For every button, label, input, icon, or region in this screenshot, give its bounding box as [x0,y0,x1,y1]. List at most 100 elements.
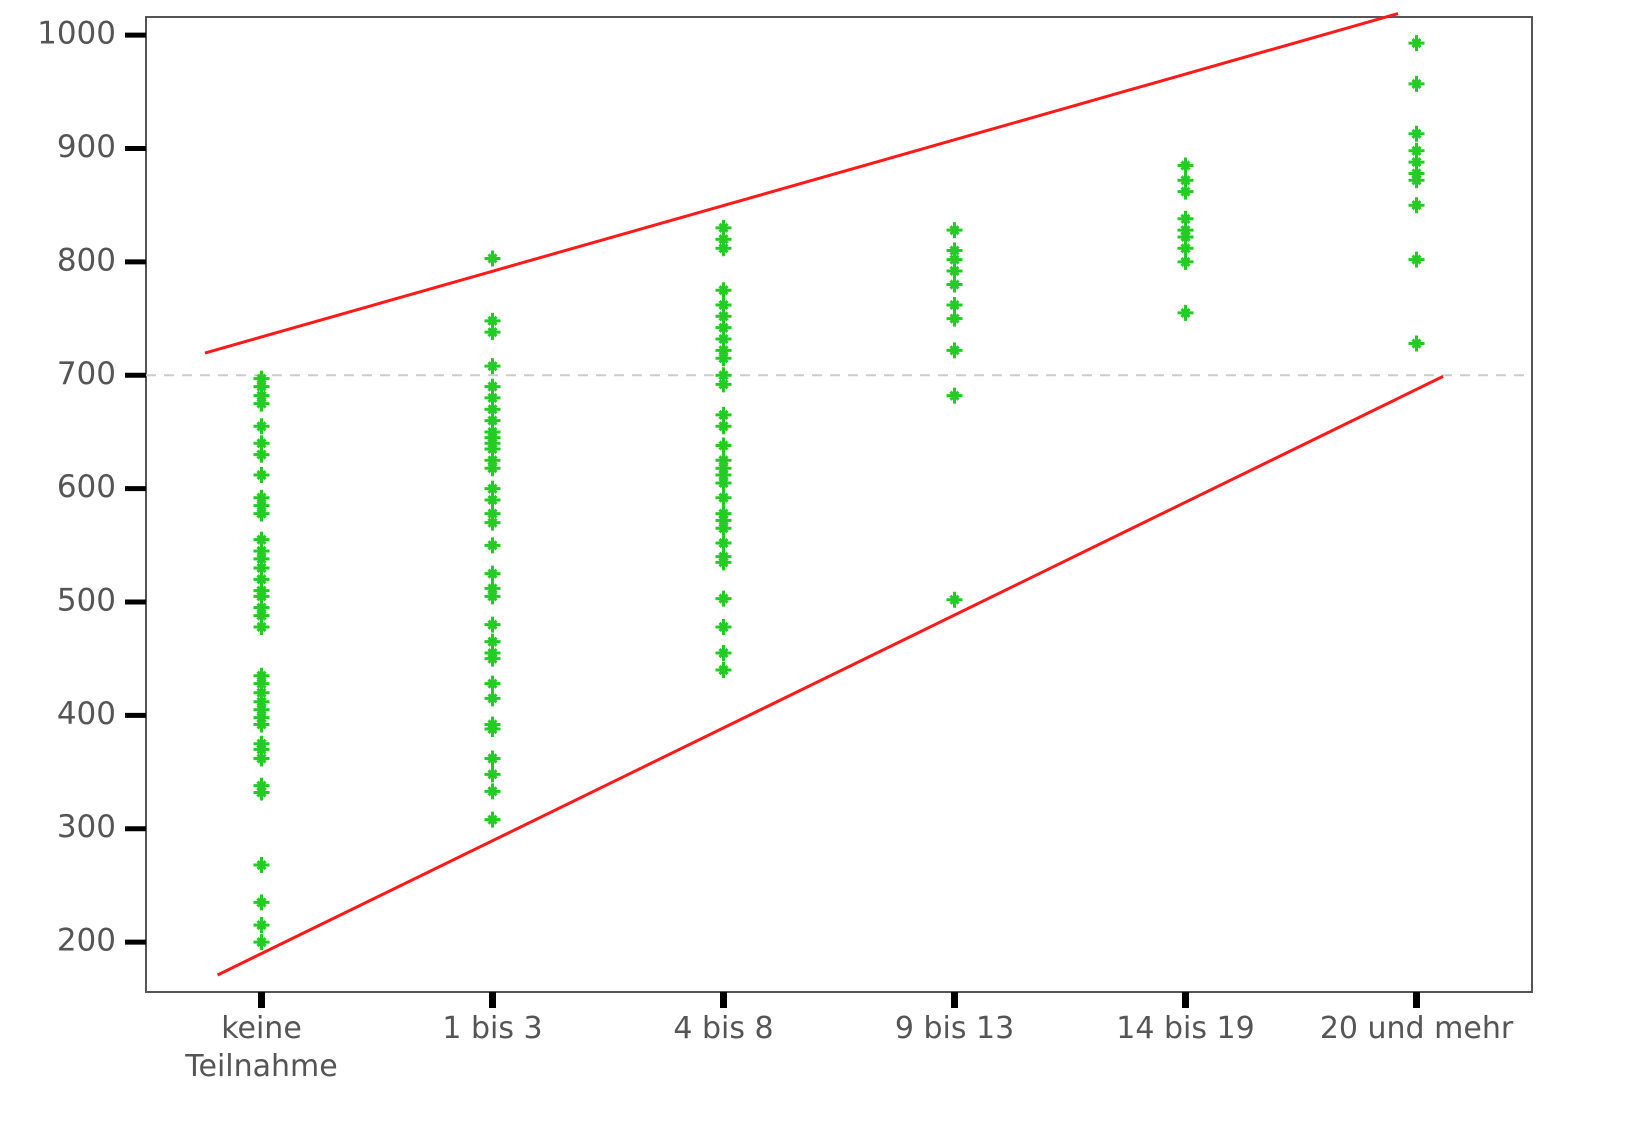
point [715,554,732,571]
point [253,505,270,522]
point [253,607,270,624]
point [253,675,270,692]
point [715,645,732,662]
point [715,219,732,236]
point [484,675,501,692]
trend-line [216,375,1444,977]
point [253,559,270,576]
point [1408,335,1425,352]
point [484,312,501,329]
y-tick-label: 400 [57,696,116,732]
point [253,418,270,435]
point [715,330,732,347]
point [715,231,732,248]
point [715,296,732,313]
point [484,440,501,457]
point [715,489,732,506]
point [484,783,501,800]
point [484,505,501,522]
point [484,491,501,508]
point [1408,142,1425,159]
y-tick-label: 800 [57,242,116,278]
point [253,531,270,548]
point [253,784,270,801]
y-tick-label: 1000 [37,16,116,52]
point [484,633,501,650]
point [1408,154,1425,171]
point [715,367,732,384]
point [1177,157,1194,174]
point [946,222,963,239]
point [1408,35,1425,52]
point [484,616,501,633]
point [484,565,501,582]
point [715,240,732,257]
point [253,894,270,911]
point [715,406,732,423]
point [253,550,270,567]
point [715,437,732,454]
point [484,690,501,707]
point [253,435,270,452]
x-tick-label: 4 bis 8 [673,1011,774,1046]
point [946,310,963,327]
point [1177,304,1194,321]
point [1177,183,1194,200]
point [946,262,963,279]
point [253,395,270,412]
point [946,387,963,404]
point [1408,197,1425,214]
point [1408,75,1425,92]
point [1177,210,1194,227]
point [1177,240,1194,257]
point [1408,172,1425,189]
plot-frame [145,16,1533,993]
point [1408,251,1425,268]
point [946,242,963,259]
point [715,282,732,299]
x-tick-label: 20 und mehr [1319,1011,1514,1046]
point [253,857,270,874]
trend-line [204,12,1399,355]
point [946,591,963,608]
point [253,446,270,463]
point [484,412,501,429]
point [946,296,963,313]
x-tick-label: keine Teilnahme [185,1011,338,1084]
point [946,342,963,359]
point [484,401,501,418]
point [253,571,270,588]
point [484,389,501,406]
y-tick-label: 300 [57,809,116,845]
point [253,588,270,605]
point [715,618,732,635]
point [253,618,270,635]
point [253,716,270,733]
y-tick-label: 700 [57,356,116,392]
point [253,934,270,951]
point [484,720,501,737]
point [484,537,501,554]
point [1177,253,1194,270]
point [1177,172,1194,189]
point [253,378,270,395]
point [253,684,270,701]
point [484,460,501,477]
point [715,350,732,367]
point [484,750,501,767]
point [1177,228,1194,245]
x-tick-label: 1 bis 3 [442,1011,543,1046]
point [484,358,501,375]
y-tick-label: 500 [57,583,116,619]
point [484,250,501,267]
y-tick-label: 900 [57,129,116,165]
point [253,741,270,758]
point [484,766,501,783]
point [715,376,732,393]
y-tick-label: 600 [57,469,116,505]
point [1408,125,1425,142]
point [715,662,732,679]
point [484,811,501,828]
